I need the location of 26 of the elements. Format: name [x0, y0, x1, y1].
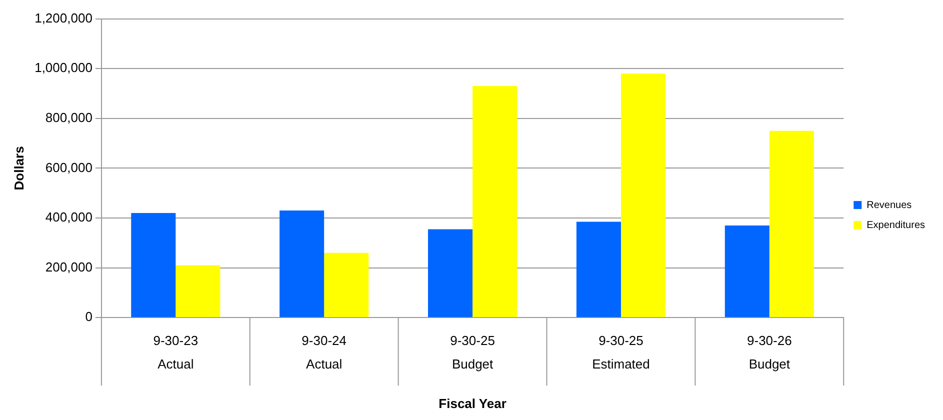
- bar: [176, 265, 220, 318]
- x-axis-title: Fiscal Year: [438, 396, 506, 411]
- y-tick-label: 0: [85, 309, 92, 324]
- x-tick-label: 9-30-25 Estimated: [592, 332, 650, 372]
- y-tick-label: 200,000: [45, 259, 92, 274]
- bar: [324, 252, 369, 318]
- y-tick-label: 400,000: [45, 210, 92, 225]
- bar: [620, 74, 666, 318]
- bar: [131, 213, 176, 318]
- bar: [428, 229, 473, 318]
- x-tick-label: 9-30-24 Actual: [302, 332, 346, 372]
- bar: [724, 225, 770, 318]
- y-tick-label: 800,000: [45, 110, 92, 125]
- y-tick-label: 600,000: [45, 160, 92, 175]
- legend-label: Revenues: [866, 200, 912, 211]
- y-tick-label: 1,200,000: [34, 10, 92, 26]
- x-tick-label: 9-30-23 Actual: [153, 332, 198, 372]
- bar: [769, 130, 814, 318]
- legend-label: Expenditures: [866, 220, 926, 231]
- x-tick-label: 9-30-26 Budget: [747, 332, 792, 372]
- x-tick-label: 9-30-25 Budget: [450, 332, 495, 372]
- bar: [280, 210, 324, 318]
- bar: [576, 222, 621, 318]
- bar: [472, 86, 518, 318]
- y-axis-title: Dollars: [11, 146, 26, 190]
- y-tick-label: 1,000,000: [34, 60, 92, 76]
